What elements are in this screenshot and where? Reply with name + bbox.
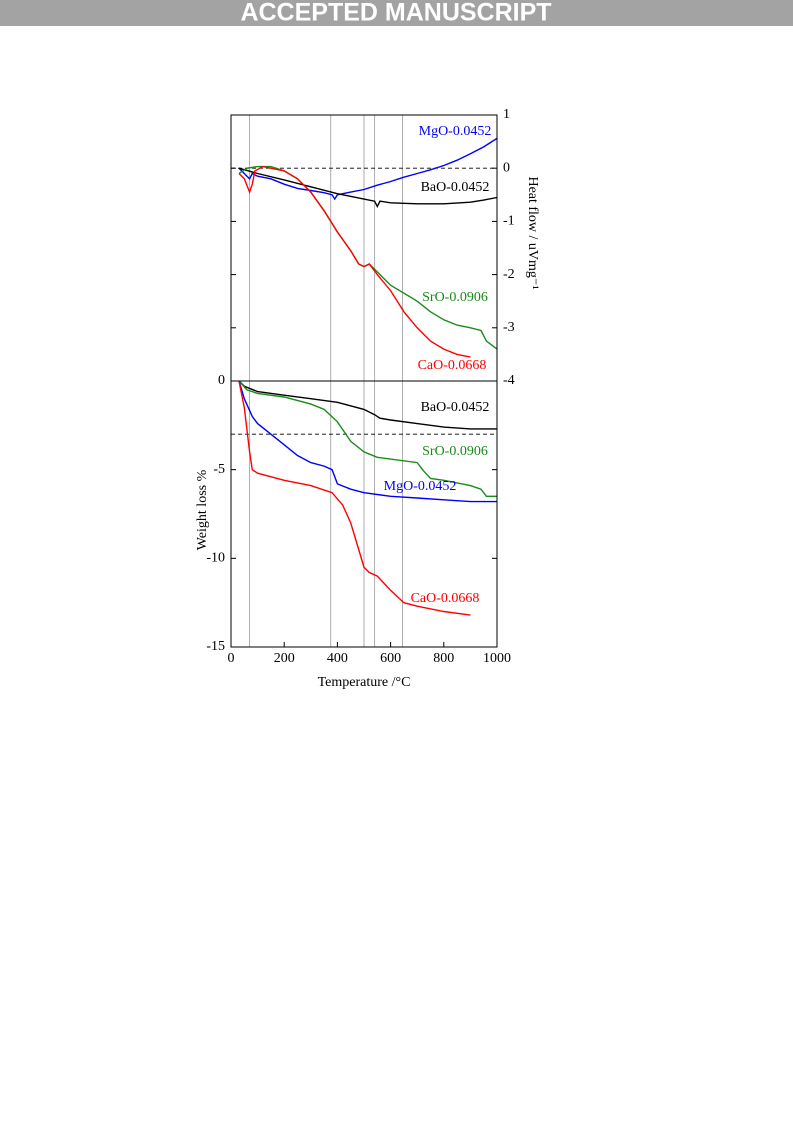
y-axis-label: Weight loss % — [195, 469, 210, 550]
x-tick-label: 600 — [380, 651, 401, 666]
y-tick-label: 0 — [218, 373, 225, 388]
series-line — [238, 165, 471, 358]
y-tick-label: -4 — [503, 373, 515, 388]
x-tick-label: 1000 — [483, 651, 511, 666]
x-tick-label: 200 — [274, 651, 295, 666]
series-label: CaO-0.0668 — [411, 591, 480, 606]
y-tick-label: -1 — [503, 214, 515, 229]
banner: ACCEPTED MANUSCRIPT — [240, 0, 551, 27]
banner-bar — [0, 0, 793, 26]
y-tick-label: 1 — [503, 107, 510, 122]
series-line — [238, 380, 471, 616]
x-axis-label: Temperature /°C — [318, 675, 411, 690]
series-label: MgO-0.0452 — [384, 479, 457, 494]
y-axis-label: Heat flow / uVmg⁻¹ — [525, 176, 540, 289]
series-line — [238, 380, 497, 497]
x-tick-label: 0 — [228, 651, 235, 666]
series-label: SrO-0.0906 — [422, 444, 488, 459]
y-tick-label: -2 — [503, 267, 515, 282]
x-tick-label: 800 — [433, 651, 454, 666]
plot-frame — [230, 380, 498, 648]
series-line — [238, 167, 498, 209]
x-tick-label: 400 — [327, 651, 348, 666]
series-line — [238, 380, 497, 503]
series-line — [238, 380, 497, 430]
y-tick-label: -5 — [213, 462, 225, 477]
y-tick-label: 0 — [503, 160, 510, 175]
y-tick-label: -15 — [206, 639, 225, 654]
series-label: CaO-0.0668 — [418, 358, 487, 373]
series-label: SrO-0.0906 — [422, 290, 488, 305]
y-tick-label: -3 — [503, 320, 515, 335]
series-label: BaO-0.0452 — [421, 180, 490, 195]
series-label: BaO-0.0452 — [421, 400, 490, 415]
series-line — [238, 137, 498, 201]
y-tick-label: -10 — [206, 551, 225, 566]
series-label: MgO-0.0452 — [419, 124, 492, 139]
